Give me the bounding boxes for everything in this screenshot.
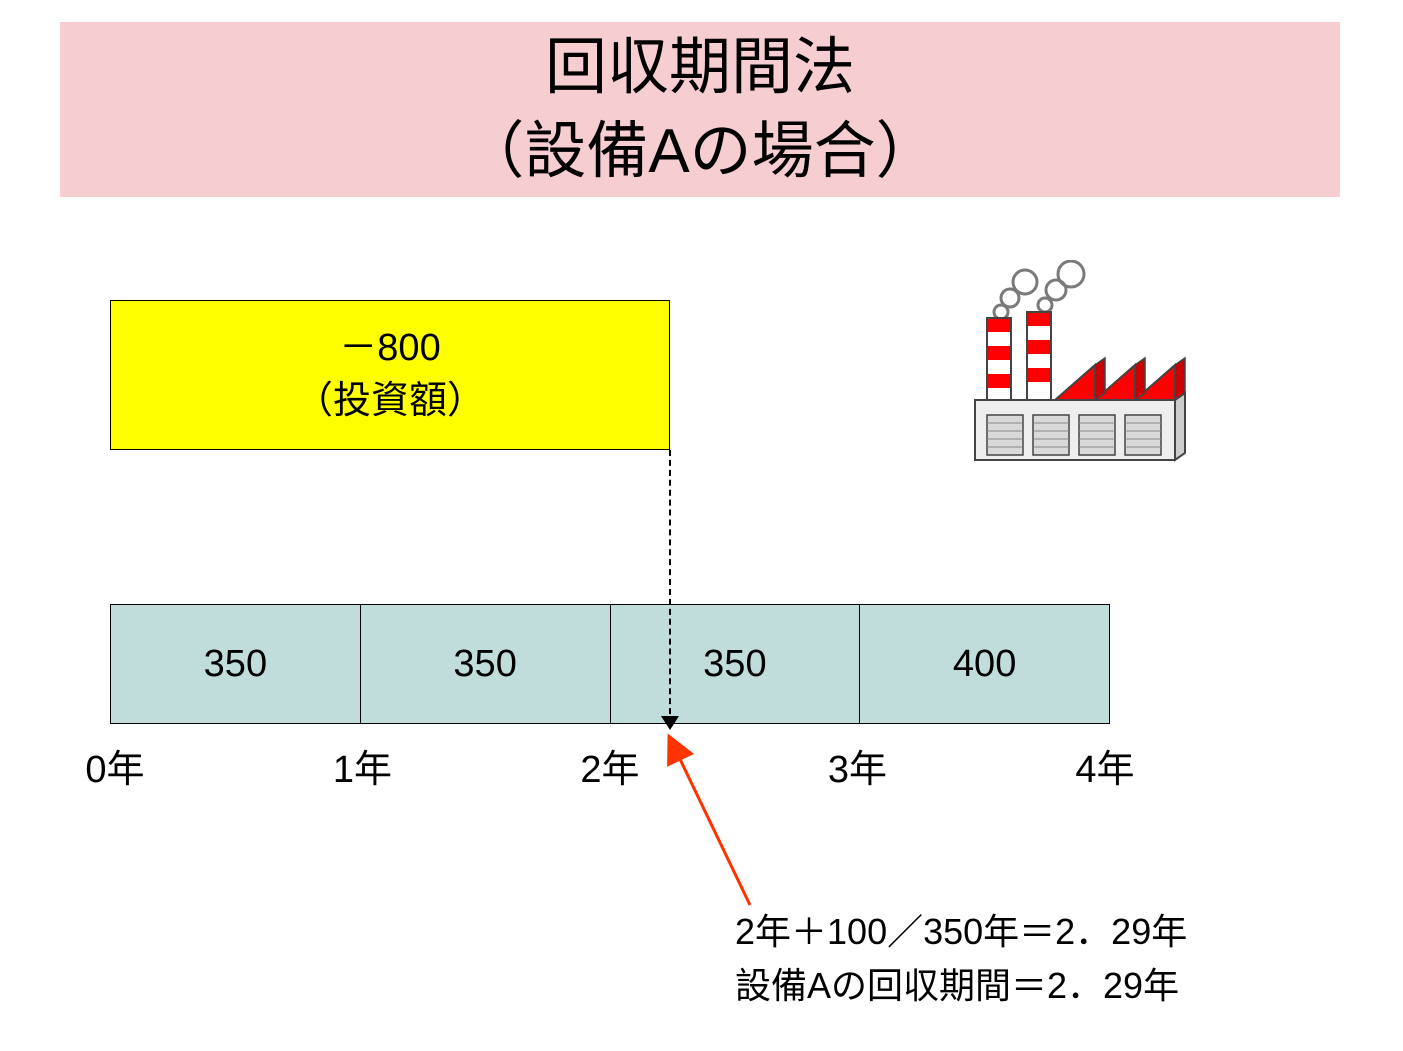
year-label-3: 3年 (808, 738, 908, 793)
year-label-4: 4年 (1055, 738, 1155, 793)
timeline-cell-0: 350 (111, 605, 361, 723)
calculation-text: 2年＋100／350年＝2．29年 設備Aの回収期間＝2．29年 (735, 905, 1187, 1013)
timeline-cell-2: 350 (611, 605, 861, 723)
factory-icon (955, 260, 1190, 475)
title-box: 回収期間法 （設備Aの場合） (60, 22, 1340, 197)
year-label-0: 0年 (65, 738, 165, 793)
payback-arrow-down-icon (661, 716, 679, 730)
year-labels: 0年 1年 2年 3年 4年 (65, 738, 1155, 793)
calc-line-1: 2年＋100／350年＝2．29年 (735, 905, 1187, 959)
investment-label: （投資額） (295, 375, 485, 428)
calc-line-2: 設備Aの回収期間＝2．29年 (735, 959, 1187, 1013)
timeline-bar: 350 350 350 400 (110, 604, 1110, 724)
payback-dashed-line (669, 450, 671, 724)
investment-value: －800 (339, 322, 440, 375)
year-label-2: 2年 (560, 738, 660, 793)
timeline-cell-3: 400 (860, 605, 1109, 723)
year-label-1: 1年 (313, 738, 413, 793)
title-line-2: （設備Aの場合） (462, 110, 937, 194)
investment-box: －800 （投資額） (110, 300, 670, 450)
timeline-cell-1: 350 (361, 605, 611, 723)
red-arrow-icon (670, 745, 770, 910)
title-line-1: 回収期間法 (545, 26, 855, 110)
